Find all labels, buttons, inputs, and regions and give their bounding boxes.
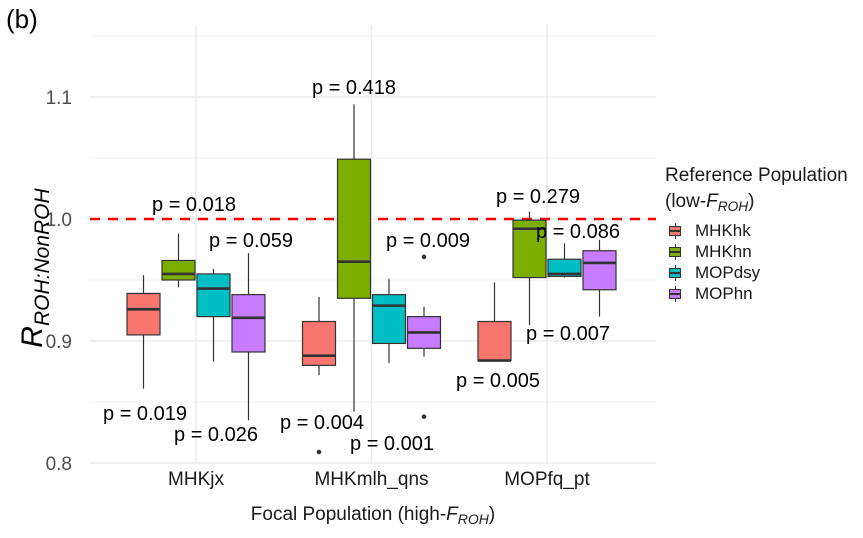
box-MOPdsy-MOPfq_pt: [547, 243, 582, 278]
p-value-label: p = 0.026: [174, 424, 258, 446]
legend-key-icon: [668, 264, 684, 281]
y-tick-label: 1.0: [46, 210, 72, 231]
boxes: [126, 104, 617, 455]
outlier-point: [421, 254, 427, 260]
box-MHKhn-MHKjx: [161, 233, 196, 288]
legend-key-icon: [668, 285, 684, 302]
y-tick-label: 1.1: [46, 88, 72, 109]
p-value-label: p = 0.004: [280, 412, 364, 434]
p-value-label: p = 0.005: [456, 370, 540, 392]
box-MOPdsy-MHKjx: [196, 269, 231, 362]
box-MHKhk-MOPfq_pt: [477, 282, 512, 362]
y-tick-label: 0.8: [46, 454, 72, 475]
y-tick-label: 0.9: [46, 332, 72, 353]
box-MHKhk-MHKmlh_qns: [301, 297, 337, 455]
legend-item-MOPhn: MOPhn: [665, 283, 848, 304]
legend-label: MOPdsy: [695, 262, 761, 282]
box-MOPhn-MHKjx: [231, 253, 266, 421]
legend-label: MHKhk: [695, 220, 751, 240]
legend-item-MHKhk: MHKhk: [665, 220, 848, 241]
outlier-point: [421, 414, 427, 419]
legend-key-icon: [668, 243, 684, 260]
y-axis-title: RROH:NonROH: [16, 187, 54, 347]
box-MHKhn-MHKmlh_qns: [336, 104, 372, 412]
box-iqr: [547, 258, 582, 277]
panel-label: (b): [6, 4, 38, 34]
p-value-label: p = 0.009: [386, 230, 470, 252]
p-value-label: p = 0.001: [350, 433, 434, 455]
box-MHKhk-MHKjx: [126, 275, 161, 389]
x-tick-label: MOPfq_pt: [504, 469, 590, 490]
x-tick-label: MHKmlh_qns: [314, 469, 428, 490]
legend-title-line1: Reference Population: [665, 165, 848, 186]
p-value-label: p = 0.086: [536, 221, 620, 243]
box-iqr: [371, 294, 407, 345]
legend-item-MOPdsy: MOPdsy: [665, 262, 848, 283]
x-tick-label: MHKjx: [168, 469, 224, 490]
p-value-label: p = 0.418: [312, 77, 396, 99]
box-MHKhn-MOPfq_pt: [512, 211, 547, 326]
p-value-label: p = 0.007: [526, 323, 610, 345]
legend: Reference Population (low-FROH) MHKhk MHK…: [665, 163, 848, 304]
box-MOPhn-MHKmlh_qns: [406, 254, 442, 419]
legend-title-line2: (low-FROH): [665, 191, 755, 215]
box-MOPdsy-MHKmlh_qns: [371, 278, 407, 363]
box-iqr: [196, 273, 231, 318]
box-iqr: [301, 320, 337, 367]
legend-item-MHKhn: MHKhn: [665, 241, 848, 262]
box-iqr: [161, 259, 196, 281]
p-value-label: p = 0.018: [152, 194, 236, 216]
box-iqr: [231, 294, 266, 353]
box-MOPhn-MOPfq_pt: [582, 239, 617, 317]
outlier-point: [316, 449, 322, 455]
box-iqr: [336, 158, 372, 299]
box-iqr: [126, 292, 161, 336]
legend-items: MHKhk MHKhn MOPdsy MOPhn: [665, 220, 848, 304]
box-iqr: [582, 250, 617, 291]
x-axis-ticks: MHKjx MHKmlh_qns MOPfq_pt: [168, 469, 590, 490]
p-value-label: p = 0.059: [209, 230, 293, 252]
legend-label: MHKhn: [695, 241, 752, 261]
box-iqr: [477, 320, 512, 362]
legend-label: MOPhn: [695, 283, 753, 303]
p-value-label: p = 0.019: [103, 403, 187, 425]
p-value-labels: p = 0.019 p = 0.004 p = 0.005 p = 0.018 p = …: [103, 77, 620, 455]
y-axis-ticks: 0.8 0.9 1.0 1.1: [46, 88, 72, 475]
x-axis-title: Focal Population (high-FROH): [251, 504, 495, 527]
p-value-label: p = 0.279: [496, 186, 580, 208]
legend-key-icon: [668, 222, 684, 239]
